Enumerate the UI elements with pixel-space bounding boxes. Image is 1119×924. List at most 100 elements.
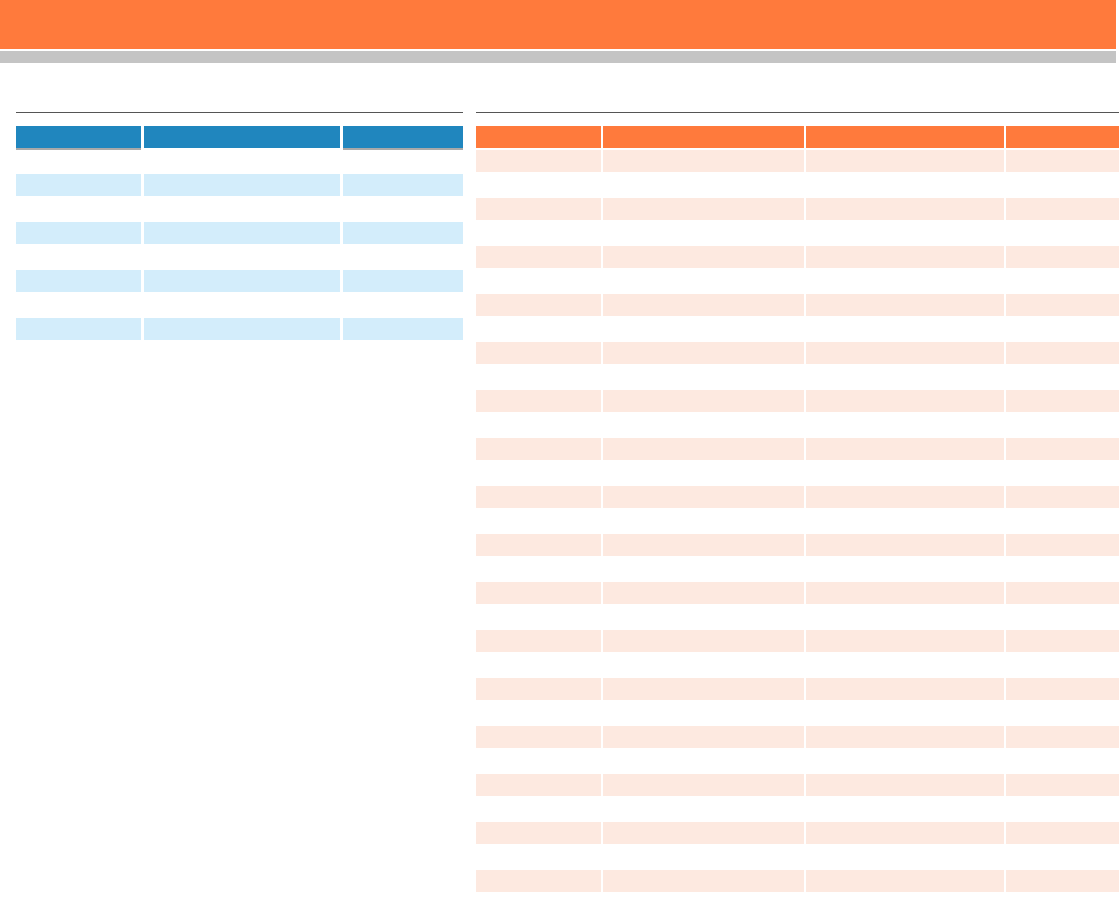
table-cell xyxy=(343,270,463,292)
table-cell xyxy=(16,198,141,220)
column-header[interactable] xyxy=(144,126,340,148)
table-cell xyxy=(806,342,1004,364)
table-cell xyxy=(1006,870,1119,892)
table-cell xyxy=(476,582,601,604)
table-cell xyxy=(476,702,601,724)
table-cell xyxy=(476,246,601,268)
table-cell xyxy=(144,198,340,220)
table-cell xyxy=(343,174,463,196)
table-cell xyxy=(806,486,1004,508)
table-cell xyxy=(476,534,601,556)
table-cell xyxy=(806,390,1004,412)
table-cell xyxy=(476,366,601,388)
table-cell xyxy=(144,270,340,292)
table-cell xyxy=(1006,174,1119,196)
table-cell xyxy=(806,798,1004,820)
table-cell xyxy=(1006,750,1119,772)
table-cell xyxy=(1006,150,1119,172)
table-cell xyxy=(806,726,1004,748)
table-cell xyxy=(603,462,804,484)
column-header[interactable] xyxy=(16,126,141,148)
table-cell xyxy=(144,150,340,172)
column-header[interactable] xyxy=(476,126,601,148)
column-header[interactable] xyxy=(1006,126,1119,148)
column-header[interactable] xyxy=(806,126,1004,148)
table-cell xyxy=(603,366,804,388)
table-cell xyxy=(476,270,601,292)
table-cell xyxy=(806,270,1004,292)
table-cell xyxy=(476,558,601,580)
table-cell xyxy=(806,774,1004,796)
table-cell xyxy=(603,798,804,820)
header-separator xyxy=(0,49,1116,51)
table-cell xyxy=(603,486,804,508)
column-header[interactable] xyxy=(603,126,804,148)
table-cell xyxy=(1006,678,1119,700)
table-cell xyxy=(806,534,1004,556)
table-cell xyxy=(603,582,804,604)
table-cell xyxy=(1006,726,1119,748)
table-cell xyxy=(343,246,463,268)
right-data-table xyxy=(476,126,1119,892)
table-cell xyxy=(1006,774,1119,796)
table-cell xyxy=(806,150,1004,172)
table-cell xyxy=(806,846,1004,868)
table-cell xyxy=(806,702,1004,724)
left-data-table xyxy=(16,126,463,340)
table-cell xyxy=(806,870,1004,892)
table-cell xyxy=(806,630,1004,652)
table-cell xyxy=(603,222,804,244)
table-cell xyxy=(603,702,804,724)
table-cell xyxy=(806,750,1004,772)
table-cell xyxy=(603,174,804,196)
table-cell xyxy=(1006,222,1119,244)
left-section-rule xyxy=(16,112,463,113)
table-cell xyxy=(16,150,141,172)
table-cell xyxy=(603,534,804,556)
column-header[interactable] xyxy=(343,126,463,148)
table-cell xyxy=(1006,198,1119,220)
table-cell xyxy=(144,174,340,196)
table-cell xyxy=(1006,534,1119,556)
table-cell xyxy=(603,294,804,316)
table-cell xyxy=(603,870,804,892)
table-cell xyxy=(603,342,804,364)
table-cell xyxy=(476,486,601,508)
table-cell xyxy=(806,678,1004,700)
table-cell xyxy=(1006,366,1119,388)
table-cell xyxy=(603,198,804,220)
table-cell xyxy=(603,558,804,580)
table-cell xyxy=(343,318,463,340)
table-cell xyxy=(476,414,601,436)
table-cell xyxy=(476,174,601,196)
table-cell xyxy=(806,366,1004,388)
table-cell xyxy=(476,294,601,316)
toolbar-strip xyxy=(0,51,1116,63)
table-cell xyxy=(476,774,601,796)
table-cell xyxy=(343,198,463,220)
table-cell xyxy=(476,438,601,460)
table-cell xyxy=(603,774,804,796)
table-cell xyxy=(603,654,804,676)
table-cell xyxy=(476,654,601,676)
table-cell xyxy=(476,342,601,364)
table-cell xyxy=(476,630,601,652)
table-cell xyxy=(603,150,804,172)
table-cell xyxy=(1006,822,1119,844)
table-cell xyxy=(144,318,340,340)
table-cell xyxy=(603,846,804,868)
table-cell xyxy=(1006,246,1119,268)
table-cell xyxy=(603,678,804,700)
table-cell xyxy=(1006,294,1119,316)
table-cell xyxy=(1006,798,1119,820)
table-cell xyxy=(806,582,1004,604)
table-cell xyxy=(806,318,1004,340)
table-cell xyxy=(476,798,601,820)
table-cell xyxy=(1006,582,1119,604)
table-cell xyxy=(806,462,1004,484)
table-cell xyxy=(476,222,601,244)
table-cell xyxy=(806,294,1004,316)
table-cell xyxy=(1006,438,1119,460)
table-cell xyxy=(1006,630,1119,652)
table-cell xyxy=(1006,342,1119,364)
